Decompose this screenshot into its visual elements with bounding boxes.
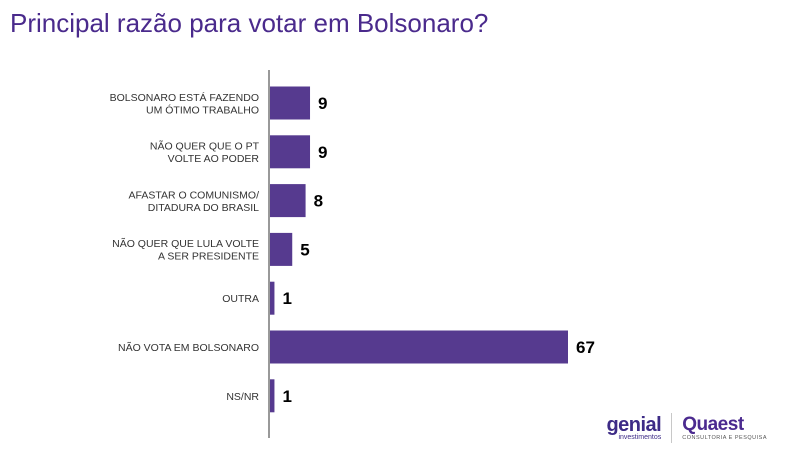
- category-label-3-line-1: A SER PRESIDENTE: [158, 251, 259, 263]
- category-label-3-line-0: NÃO QUER QUE LULA VOLTE: [112, 237, 259, 250]
- quaest-logo: Quaest CONSULTORIA E PESQUISA: [682, 415, 767, 442]
- value-label-1: 9: [318, 143, 327, 162]
- quaest-logo-name: Quaest: [682, 413, 744, 435]
- bar-5: [270, 330, 568, 364]
- value-label-6: 1: [282, 387, 291, 406]
- category-label-0-line-0: BOLSONARO ESTÁ FAZENDO: [110, 91, 259, 104]
- bar-0: [270, 86, 311, 120]
- bar-4: [270, 281, 275, 315]
- logo-divider: [671, 413, 673, 443]
- category-label-6-line-0: NS/NR: [226, 391, 259, 403]
- quaest-logo-sub: CONSULTORIA E PESQUISA: [682, 434, 767, 441]
- category-label-2-line-0: AFASTAR O COMUNISMO/: [129, 189, 260, 201]
- chart-title: Principal razão para votar em Bolsonaro?: [10, 8, 489, 38]
- genial-logo: genial investimentos: [606, 415, 661, 441]
- bar-1: [270, 135, 311, 169]
- genial-logo-name: genial: [606, 414, 662, 436]
- value-label-2: 8: [314, 192, 323, 211]
- category-label-1-line-1: VOLTE AO PODER: [168, 153, 260, 165]
- category-label-1-line-0: NÃO QUER QUE O PT: [150, 140, 260, 153]
- category-label-4-line-0: OUTRA: [222, 293, 259, 305]
- genial-logo-sub: investimentos: [618, 434, 662, 441]
- category-label-0-line-1: UM ÓTIMO TRABALHO: [146, 103, 259, 116]
- value-label-0: 9: [318, 94, 327, 113]
- bar-3: [270, 232, 293, 266]
- value-label-4: 1: [282, 289, 291, 308]
- category-label-2-line-1: DITADURA DO BRASIL: [148, 202, 259, 214]
- category-label-5-line-0: NÃO VOTA EM BOLSONARO: [118, 341, 259, 354]
- bar-6: [270, 379, 275, 413]
- value-label-3: 5: [300, 240, 309, 259]
- bar-2: [270, 184, 306, 218]
- logos: genial investimentos Quaest CONSULTORIA …: [606, 413, 767, 443]
- value-label-5: 67: [576, 338, 595, 357]
